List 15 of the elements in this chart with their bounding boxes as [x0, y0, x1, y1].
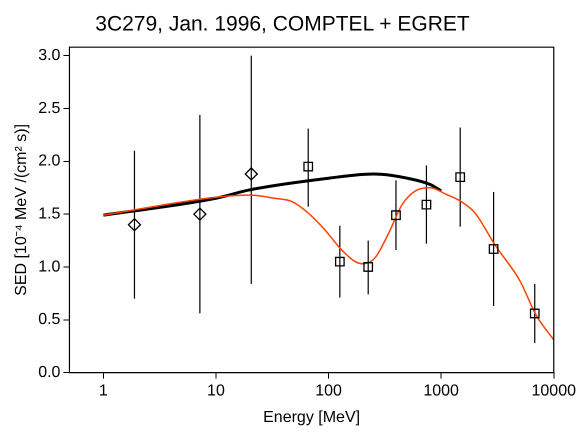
- y-tick-label: 2.0: [38, 152, 61, 170]
- chart-title: 3C279, Jan. 1996, COMPTEL + EGRET: [95, 12, 470, 36]
- y-tick-label: 3.0: [38, 47, 61, 64]
- x-tick-label: 1000: [423, 382, 460, 400]
- y-tick-label: 2.5: [38, 100, 61, 117]
- y-axis-title: SED [10⁻⁴ MeV /(cm² s)]: [13, 124, 30, 296]
- y-tick-label: 1.5: [38, 206, 61, 223]
- y-tick-label: 0.5: [38, 311, 61, 328]
- y-tick-label: 0.0: [38, 364, 61, 382]
- y-tick-label: 1.0: [38, 258, 61, 276]
- x-tick-label: 1: [98, 382, 108, 400]
- x-axis-title: Energy [MeV]: [263, 408, 360, 426]
- x-tick-label: 100: [315, 382, 342, 400]
- x-tick-label: 10: [207, 382, 225, 400]
- x-tick-label: 10000: [532, 382, 576, 400]
